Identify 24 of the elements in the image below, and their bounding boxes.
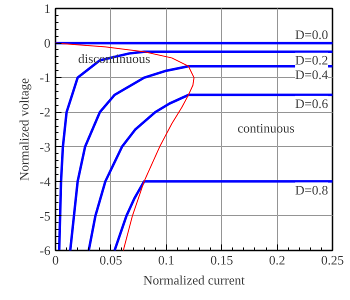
y-tick-label: -5 [40,208,51,224]
y-tick-label: -1 [40,70,51,86]
y-tick-label: 1 [44,1,50,16]
y-tick-label: -6 [40,243,51,258]
y-axis-title: Normalized voltage [16,78,32,181]
series-label: D=0.0 [295,27,328,42]
line-series [113,180,332,250]
line-series [56,42,194,250]
series-label: D=0.6 [295,96,329,111]
series-label: D=0.4 [295,67,329,82]
y-tick-label: -3 [40,139,51,154]
series-label: D=0.8 [295,182,328,198]
x-tick-label: 0.25 [321,252,344,268]
series-label: D=0.2 [295,52,328,68]
line-series [87,94,332,250]
y-tick-label: -4 [40,174,51,189]
annotation: continuous [237,120,295,136]
x-tick-label: 0.05 [100,252,122,268]
x-tick-label: 0.15 [210,252,234,268]
x-tick-label: 0.1 [158,252,174,268]
x-tick-label: 0.2 [268,252,286,268]
x-axis-title: Normalized current [143,272,246,288]
y-tick-label: -2 [40,104,51,120]
y-tick-label: 0 [44,36,50,51]
